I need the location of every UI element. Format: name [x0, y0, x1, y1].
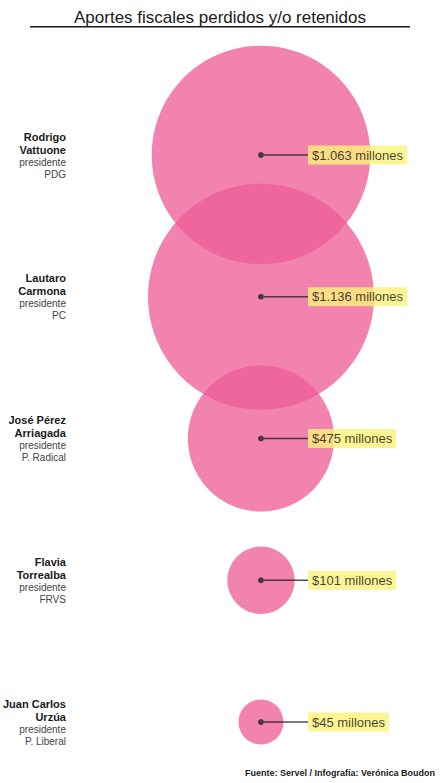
svg-text:Carmona: Carmona [18, 285, 67, 297]
svg-text:Vattuone: Vattuone [20, 144, 66, 156]
svg-text:presidente: presidente [19, 157, 66, 168]
svg-text:$1.063 millones: $1.063 millones [312, 148, 404, 163]
svg-text:Lautaro: Lautaro [26, 272, 67, 284]
svg-text:Urzúa: Urzúa [35, 711, 66, 723]
svg-text:Rodrigo: Rodrigo [24, 131, 66, 143]
svg-text:PDG: PDG [44, 169, 66, 180]
svg-text:FRVS: FRVS [39, 594, 66, 605]
svg-text:presidente: presidente [19, 724, 66, 735]
svg-text:presidente: presidente [19, 298, 66, 309]
svg-text:Torrealba: Torrealba [17, 569, 67, 581]
svg-text:$101 millones: $101 millones [312, 573, 393, 588]
svg-text:P. Liberal: P. Liberal [25, 736, 66, 747]
svg-text:Fuente: Servel / Infografía: V: Fuente: Servel / Infografía: Verónica Bo… [245, 768, 435, 778]
svg-text:P. Radical: P. Radical [22, 452, 66, 463]
svg-text:$475 millones: $475 millones [312, 431, 393, 446]
svg-text:José Pérez: José Pérez [8, 414, 66, 426]
svg-text:Arriagada: Arriagada [15, 427, 67, 439]
svg-text:Flavia: Flavia [35, 556, 67, 568]
svg-text:presidente: presidente [19, 582, 66, 593]
svg-text:$45 millones: $45 millones [312, 715, 385, 730]
svg-text:presidente: presidente [19, 440, 66, 451]
svg-text:Aportes fiscales perdidos y/o: Aportes fiscales perdidos y/o retenidos [74, 8, 366, 27]
svg-text:PC: PC [52, 310, 66, 321]
svg-text:Juan Carlos: Juan Carlos [3, 698, 66, 710]
svg-text:$1.136 millones: $1.136 millones [312, 289, 404, 304]
